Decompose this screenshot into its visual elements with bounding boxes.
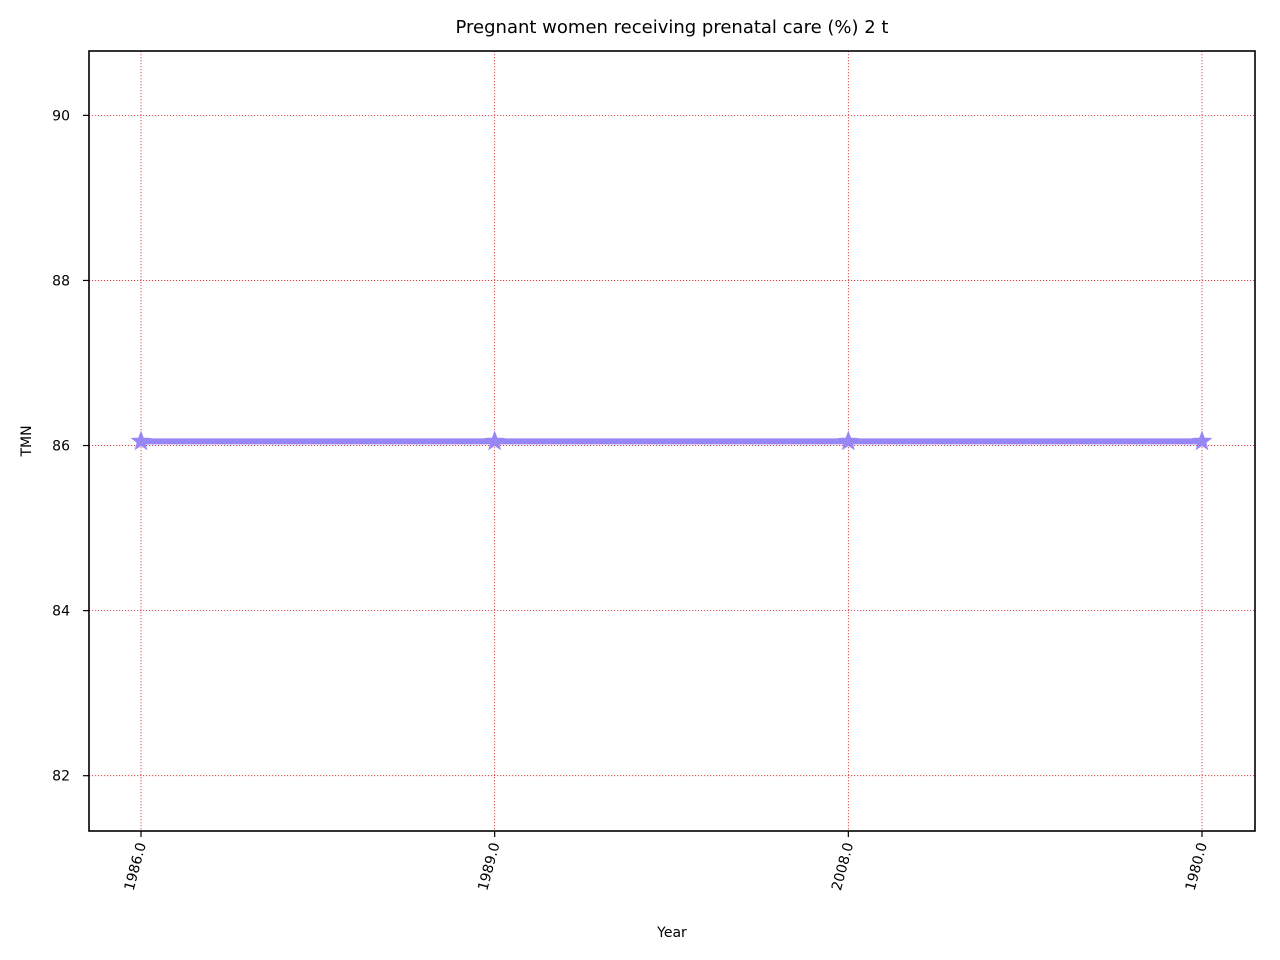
x-axis-label: Year xyxy=(656,925,687,941)
series-line xyxy=(130,430,1213,451)
data-point-star xyxy=(1191,430,1213,451)
data-point-star xyxy=(484,430,506,451)
y-axis: 82 84 86 88 90 xyxy=(52,108,89,785)
y-tick-label: 84 xyxy=(52,604,70,620)
plot-frame xyxy=(88,50,1256,832)
x-axis: 1986.0 1989.0 2008.0 1980.0 xyxy=(122,831,1211,892)
data-point-star xyxy=(130,430,152,451)
y-tick-label: 88 xyxy=(52,273,70,289)
y-tick-label: 90 xyxy=(52,108,70,124)
data-point-star xyxy=(837,430,859,451)
y-tick-label: 82 xyxy=(52,769,70,785)
x-tick-label: 1980.0 xyxy=(1183,841,1211,892)
x-tick-label: 1989.0 xyxy=(475,841,503,892)
x-tick-label: 1986.0 xyxy=(122,841,150,892)
x-tick-label: 2008.0 xyxy=(829,841,857,892)
chart-title: Pregnant women receiving prenatal care (… xyxy=(456,17,889,38)
y-axis-label: TMN xyxy=(19,425,35,457)
y-tick-label: 86 xyxy=(52,439,70,455)
